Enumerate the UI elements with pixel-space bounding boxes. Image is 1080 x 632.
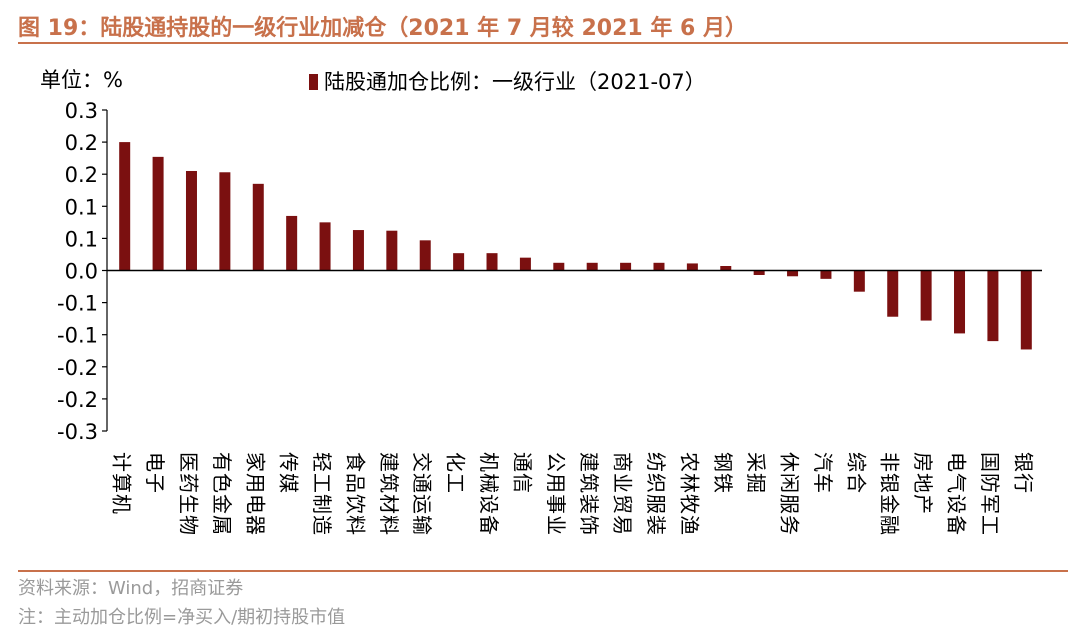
category-label: 通信 [510, 452, 534, 493]
y-tick-label: 0.1 [65, 227, 98, 251]
category-labels: 计算机电子医药生物有色金属家用电器传媒轻工制造食品饮料建筑材料交通运输化工机械设… [110, 452, 1036, 535]
category-label: 交通运输 [410, 452, 434, 535]
category-label: 电子 [143, 452, 167, 493]
bar [887, 270, 899, 317]
category-label: 房地产 [911, 452, 935, 514]
bar [352, 230, 364, 271]
category-label: 计算机 [110, 452, 134, 514]
category-label: 非银金融 [878, 452, 902, 535]
y-tick-label: 0.3 [65, 99, 98, 123]
bar [386, 230, 398, 271]
y-tick-label: -0.3 [57, 420, 98, 444]
y-tick-label: 0.2 [65, 163, 98, 187]
bars [119, 142, 1032, 350]
legend: 陆股通加仓比例：一级行业（2021-07） [309, 70, 706, 94]
y-tick-label: -0.2 [57, 356, 98, 380]
chart-title: 图 19：陆股通持股的一级行业加减仓（2021 年 7 月较 2021 年 6 … [18, 16, 747, 41]
category-label: 农林牧渔 [677, 452, 701, 535]
bar-chart: 单位：% 陆股通加仓比例：一级行业（2021-07） 0.30.20.20.10… [40, 68, 1042, 535]
category-label: 电气设备 [945, 452, 969, 535]
y-tick-label: -0.1 [57, 324, 98, 348]
bar [620, 262, 632, 271]
category-label: 商业贸易 [611, 452, 635, 535]
category-label: 公用事业 [544, 452, 568, 535]
category-label: 医药生物 [176, 452, 200, 535]
category-label: 钢铁 [711, 452, 735, 493]
bar [453, 253, 465, 271]
source-note: 资料来源：Wind，招商证券 [18, 578, 244, 599]
bar [954, 270, 966, 334]
y-tick-label: 0.2 [65, 131, 98, 155]
category-label: 食品饮料 [343, 452, 367, 535]
bar [319, 222, 331, 271]
bar [753, 270, 765, 275]
bar [987, 270, 999, 342]
category-label: 纺织服装 [644, 452, 668, 535]
category-label: 建筑装饰 [577, 452, 601, 535]
bar [686, 263, 698, 271]
category-label: 国防军工 [978, 452, 1002, 535]
bar [185, 170, 197, 271]
bar [152, 156, 164, 271]
y-tick-label: -0.1 [57, 292, 98, 316]
category-label: 有色金属 [210, 452, 234, 535]
y-tick-label: -0.2 [57, 388, 98, 412]
category-label: 家用电器 [243, 452, 267, 535]
category-label: 化工 [444, 452, 468, 493]
bar [553, 262, 565, 271]
bar [653, 262, 665, 271]
category-label: 采掘 [744, 452, 768, 493]
category-label: 休闲服务 [778, 452, 802, 535]
bar [486, 253, 498, 271]
category-label: 机械设备 [477, 452, 501, 535]
bar [920, 270, 932, 321]
category-label: 建筑材料 [377, 452, 401, 535]
bar [286, 215, 298, 271]
legend-label: 陆股通加仓比例：一级行业（2021-07） [324, 70, 706, 94]
bar [252, 183, 264, 271]
category-label: 汽车 [811, 452, 835, 493]
title-bar: 图 19：陆股通持股的一级行业加减仓（2021 年 7 月较 2021 年 6 … [18, 8, 1068, 44]
bar [820, 270, 832, 279]
bar [853, 270, 865, 292]
bar [1020, 270, 1032, 350]
bar [519, 257, 531, 271]
y-tick-label: 0.1 [65, 195, 98, 219]
y-tick-label: 0.0 [65, 260, 98, 284]
unit-label: 单位：% [40, 68, 123, 92]
bar [720, 266, 732, 271]
y-axis: 0.3 0.2 0.2 0.1 0.1 0.0 -0.1 -0.1 -0.2 -0.2 -0.3 [57, 99, 108, 444]
category-label: 传媒 [277, 452, 301, 493]
bar [419, 240, 431, 271]
bar [787, 270, 799, 277]
legend-swatch [309, 74, 318, 90]
bar [586, 262, 598, 271]
footer-divider [18, 570, 1068, 572]
bar [219, 172, 231, 271]
formula-note: 注：主动加仓比例=净买入/期初持股市值 [18, 607, 346, 628]
category-label: 轻工制造 [310, 452, 334, 535]
category-label: 综合 [844, 452, 868, 493]
category-label: 银行 [1011, 452, 1035, 493]
bar [119, 142, 131, 271]
